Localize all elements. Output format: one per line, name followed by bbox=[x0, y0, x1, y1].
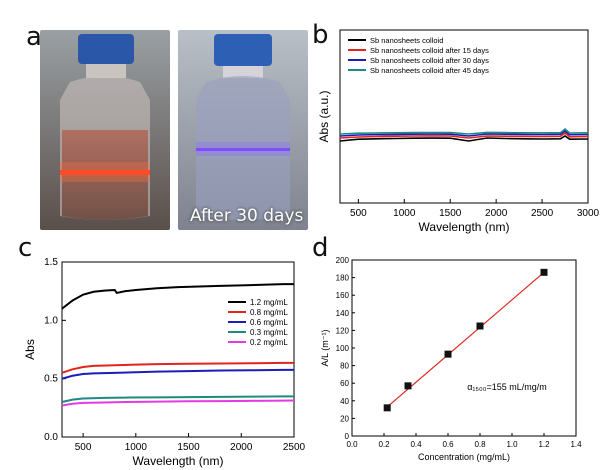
data-point bbox=[383, 404, 391, 412]
x-tick-label: 500 bbox=[350, 208, 367, 219]
y-tick-label: 200 bbox=[336, 256, 350, 265]
x-tick-label: 1.4 bbox=[570, 440, 582, 449]
legend-entry: 0.3 mg/mL bbox=[250, 328, 288, 337]
y-tick-label: 100 bbox=[336, 344, 350, 353]
x-tick-label: 0.0 bbox=[346, 440, 358, 449]
legend-entry: Sb nanosheets colloid after 45 days bbox=[370, 66, 489, 75]
x-tick-label: 2500 bbox=[283, 442, 306, 453]
data-point bbox=[444, 350, 452, 358]
chart-d: 0.0 0.2 0.4 0.6 0.8 1.0 1.2 1.4 0 20 40 60 80 100 120 1… bbox=[320, 256, 582, 462]
y-tick-label: 80 bbox=[340, 362, 349, 371]
y-tick-label: 0.5 bbox=[44, 374, 58, 385]
y-tick-label: 60 bbox=[340, 379, 349, 388]
series-line bbox=[61, 399, 295, 407]
x-axis-label: Wavelength (nm) bbox=[133, 454, 224, 468]
panel-label-d: d bbox=[312, 233, 329, 263]
fit-line bbox=[386, 271, 545, 408]
panel-label-c: c bbox=[18, 233, 33, 263]
series-line bbox=[61, 283, 294, 310]
panel-label-b: b bbox=[312, 20, 329, 50]
absorption-coefficient-annotation: α₁₅₀₀=155 mL/mg/m bbox=[467, 382, 547, 392]
panel-label-a: a bbox=[26, 22, 42, 52]
x-axis-label: Wavelength (nm) bbox=[419, 220, 510, 234]
series-line bbox=[339, 127, 589, 135]
x-tick-label: 1000 bbox=[393, 208, 416, 219]
x-tick-label: 1.0 bbox=[506, 440, 518, 449]
y-tick-label: 180 bbox=[336, 274, 350, 283]
series-line bbox=[339, 129, 589, 137]
y-axis-label: A/L (m⁻¹) bbox=[320, 330, 330, 367]
y-tick-label: 20 bbox=[340, 414, 349, 423]
plot-frame bbox=[339, 29, 589, 204]
legend-entry: Sb nanosheets colloid bbox=[370, 36, 443, 45]
y-tick-label: 120 bbox=[336, 326, 350, 335]
y-tick-label: 0.0 bbox=[44, 432, 58, 443]
series-line bbox=[61, 368, 294, 380]
x-tick-label: 2500 bbox=[531, 208, 554, 219]
data-point bbox=[404, 382, 412, 390]
y-tick-label: 1.0 bbox=[44, 315, 58, 326]
bottle-illustration-violet-laser bbox=[178, 30, 308, 230]
x-tick-label: 0.8 bbox=[474, 440, 486, 449]
photo-colloid-after-30-days bbox=[178, 30, 308, 230]
x-tick-label: 0.2 bbox=[378, 440, 390, 449]
data-point bbox=[540, 268, 548, 276]
legend-entry: 0.2 mg/mL bbox=[250, 338, 288, 347]
bottle-illustration-red-laser bbox=[40, 30, 170, 230]
x-tick-label: 1.2 bbox=[538, 440, 550, 449]
y-axis-label: Abs bbox=[23, 339, 37, 360]
legend-entry: 0.6 mg/mL bbox=[250, 318, 288, 327]
x-tick-label: 0.4 bbox=[410, 440, 422, 449]
y-tick-label: 40 bbox=[340, 397, 349, 406]
legend-entry: 0.8 mg/mL bbox=[250, 308, 288, 317]
legend-entry: Sb nanosheets colloid after 30 days bbox=[370, 56, 489, 65]
series-line bbox=[61, 395, 294, 403]
x-tick-label: 1000 bbox=[125, 442, 148, 453]
x-tick-label: 500 bbox=[75, 442, 92, 453]
x-tick-label: 3000 bbox=[577, 208, 600, 219]
x-tick-label: 0.6 bbox=[442, 440, 454, 449]
photo-fresh-colloid bbox=[40, 30, 170, 230]
series-line bbox=[339, 131, 589, 139]
x-axis-label: Concentration (mg/mL) bbox=[418, 452, 510, 462]
data-point bbox=[476, 322, 484, 330]
chart-b: 500 1000 1500 2000 2500 3000 Wavelength (nm) Ab… bbox=[317, 29, 600, 234]
x-tick-label: 1500 bbox=[177, 442, 200, 453]
x-tick-label: 2000 bbox=[230, 442, 253, 453]
y-tick-label: 140 bbox=[336, 309, 350, 318]
after-30-days-caption: After 30 days bbox=[190, 206, 304, 226]
series-line bbox=[61, 361, 294, 374]
y-tick-label: 160 bbox=[336, 291, 350, 300]
plot-frame bbox=[61, 261, 295, 438]
x-tick-label: 1500 bbox=[439, 208, 462, 219]
series-line bbox=[339, 135, 589, 142]
chart-c: 500 1000 1500 2000 2500 0.0 0.5 1.0 1.5 Wavelengt… bbox=[23, 257, 306, 468]
legend-entry: Sb nanosheets colloid after 15 days bbox=[370, 46, 489, 55]
y-tick-label: 1.5 bbox=[44, 257, 58, 268]
legend-entry: 1.2 mg/mL bbox=[250, 298, 288, 307]
y-axis-label: Abs (a.u.) bbox=[317, 90, 331, 142]
x-tick-label: 2000 bbox=[485, 208, 508, 219]
y-tick-label: 0 bbox=[345, 432, 350, 441]
